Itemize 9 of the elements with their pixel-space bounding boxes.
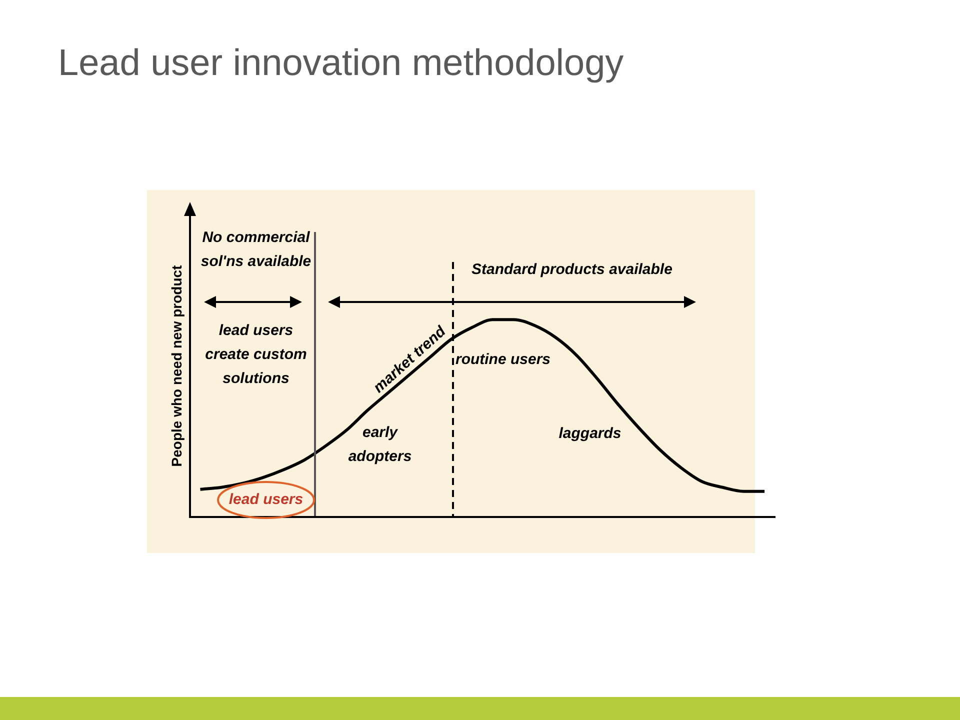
chart-title: Lead user innovation methodology	[58, 42, 624, 84]
text: No commercial sol'ns available	[200, 228, 312, 272]
text: Standard products available	[472, 260, 672, 280]
y-axis-title: People who need new product	[168, 264, 184, 467]
annotation: routine users	[455, 350, 551, 370]
annotation: lead users	[228, 490, 304, 510]
annotation: early adopters	[348, 423, 412, 467]
annotation: lead users create custom solutions	[205, 321, 307, 389]
annotation: laggards	[558, 424, 622, 444]
